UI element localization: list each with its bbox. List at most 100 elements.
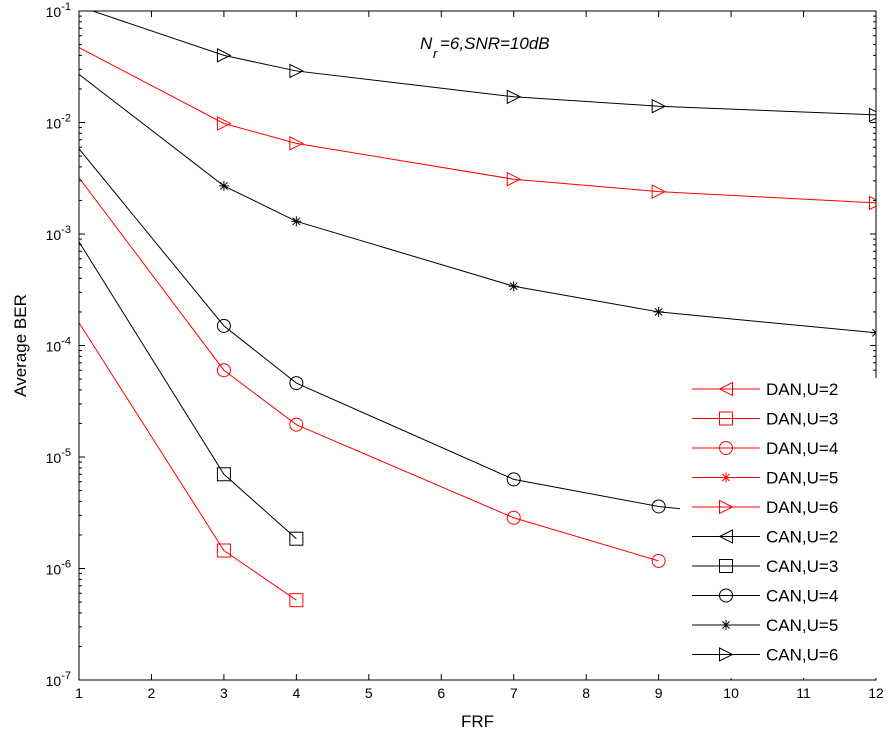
marker-asterisk <box>653 306 664 317</box>
legend-label: DAN,U=3 <box>766 410 838 429</box>
legend: DAN,U=2 DAN,U=3 DAN,U=4 DAN,U=5 DAN,U=6 CAN,U… <box>680 378 880 678</box>
annotation-main: N <box>420 34 433 53</box>
legend-label: DAN,U=5 <box>766 469 838 488</box>
marker-asterisk <box>721 620 731 630</box>
marker-asterisk <box>218 180 229 191</box>
marker-square <box>719 411 733 426</box>
y-tick-label: 10-3 <box>46 224 71 243</box>
marker-circle <box>719 441 733 455</box>
legend-label: DAN,U=2 <box>766 380 838 399</box>
series-line <box>79 241 297 540</box>
x-tick-label: 4 <box>292 685 300 701</box>
y-tick-label: 10-6 <box>46 559 71 578</box>
y-tick-base: 10 <box>46 4 62 20</box>
marker-square <box>216 467 231 482</box>
y-tick-base: 10 <box>46 227 62 243</box>
y-tick-label: 10-7 <box>46 670 71 689</box>
annotation: N r =6,SNR=10dB <box>420 34 550 61</box>
marker-circle <box>216 318 231 333</box>
y-tick-label: 10-1 <box>46 1 71 20</box>
marker-circle <box>216 363 231 378</box>
marker-triangle-left <box>718 381 733 397</box>
y-tick-base: 10 <box>46 673 62 689</box>
marker-triangle-right <box>869 195 876 211</box>
legend-label: CAN,U=4 <box>766 587 838 606</box>
series-can-u-5 <box>79 74 876 338</box>
legend-label: CAN,U=6 <box>766 646 838 665</box>
legend-label: CAN,U=2 <box>766 528 838 547</box>
x-tick-label: 6 <box>437 685 445 701</box>
marker-triangle-right <box>869 107 876 123</box>
marker-triangle-right <box>719 647 734 662</box>
x-tick-label: 5 <box>365 685 373 701</box>
series-line <box>79 177 659 562</box>
marker-circle <box>651 499 666 514</box>
legend-item: CAN,U=6 <box>692 646 838 665</box>
y-tick-exponent: -2 <box>61 113 71 125</box>
marker-asterisk <box>508 281 519 292</box>
series-line <box>79 322 297 601</box>
marker-asterisk <box>721 472 731 483</box>
marker-triangle-right <box>216 116 232 131</box>
legend-item: CAN,U=5 <box>692 616 838 635</box>
marker-circle <box>506 510 521 525</box>
y-tick-base: 10 <box>46 116 62 132</box>
marker-square <box>719 559 733 573</box>
legend-item: DAN,U=3 <box>692 410 838 429</box>
legend-item: DAN,U=4 <box>692 439 838 458</box>
x-tick-label: 11 <box>796 685 811 701</box>
legend-item: DAN,U=5 <box>692 469 838 488</box>
series-can-u-6 <box>91 11 876 123</box>
marker-triangle-right <box>651 184 667 199</box>
legend-label: DAN,U=6 <box>766 498 838 517</box>
legend-background <box>680 378 880 678</box>
marker-circle <box>719 588 733 603</box>
x-tick-label: 7 <box>510 685 518 701</box>
series-line <box>79 47 876 204</box>
marker-square <box>216 543 231 558</box>
legend-label: CAN,U=3 <box>766 557 838 576</box>
series-dan-u-6 <box>79 47 876 211</box>
marker-square <box>289 593 304 608</box>
y-tick-exponent: -7 <box>61 670 71 682</box>
marker-triangle-right <box>719 499 734 515</box>
legend-item: DAN,U=2 <box>692 380 838 399</box>
y-tick-exponent: -1 <box>61 1 71 13</box>
marker-triangle-right <box>506 89 522 105</box>
marker-circle <box>651 553 666 568</box>
annotation-subscript: r <box>433 46 438 61</box>
series-line <box>91 11 876 116</box>
marker-triangle-right <box>289 63 304 79</box>
x-tick-label: 3 <box>220 685 228 701</box>
marker-triangle-right <box>651 98 667 114</box>
y-tick-base: 10 <box>46 562 62 578</box>
y-tick-exponent: -5 <box>61 447 71 459</box>
series-line <box>79 74 876 334</box>
marker-triangle-left <box>718 529 733 544</box>
x-axis-label: FRF <box>461 712 494 731</box>
x-tick-label: 9 <box>655 685 663 701</box>
series-can-u-3 <box>79 241 304 546</box>
tick-layer: 1 2 3 4 5 6 7 8 9 10 11 1210-710-610-510-410-310-21… <box>46 1 884 701</box>
marker-circle <box>289 417 304 432</box>
marker-square <box>289 531 304 546</box>
legend-item: CAN,U=2 <box>692 528 838 547</box>
x-tick-label: 1 <box>75 685 83 701</box>
marker-circle <box>289 376 304 391</box>
y-axis-label: Average BER <box>11 294 30 397</box>
y-tick-label: 10-4 <box>46 336 71 355</box>
y-tick-exponent: -3 <box>61 224 71 236</box>
x-tick-label: 10 <box>723 685 739 701</box>
legend-label: DAN,U=4 <box>766 439 838 458</box>
marker-triangle-right <box>506 171 522 187</box>
legend-item: DAN,U=6 <box>692 498 838 517</box>
y-tick-label: 10-2 <box>46 113 71 132</box>
annotation-rest: =6,SNR=10dB <box>440 34 550 53</box>
y-tick-label: 10-5 <box>46 447 71 466</box>
legend-item: CAN,U=3 <box>692 557 838 576</box>
x-tick-label: 8 <box>582 685 590 701</box>
y-tick-exponent: -4 <box>61 336 71 348</box>
marker-triangle-right <box>289 136 304 151</box>
marker-asterisk <box>291 216 302 227</box>
